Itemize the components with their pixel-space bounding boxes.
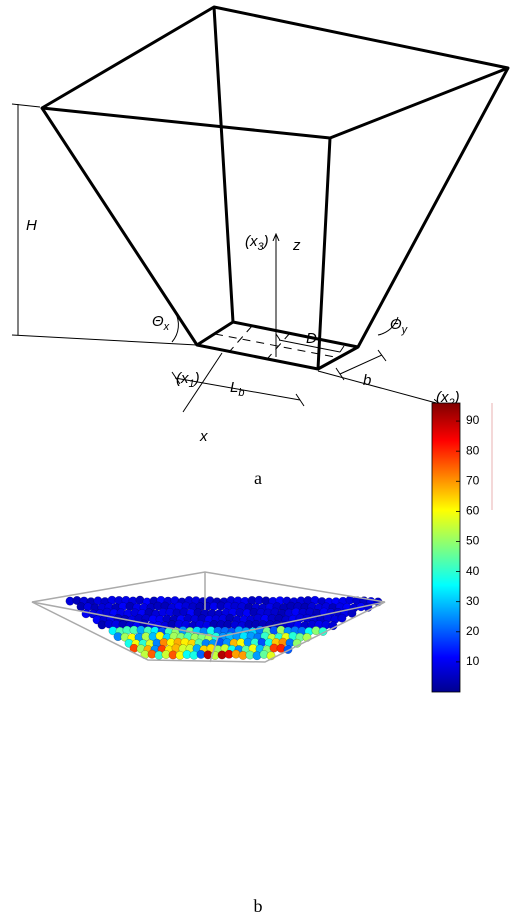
- colorbar-tick-label: 60: [466, 504, 480, 518]
- colorbar: [432, 403, 460, 692]
- colorbar-tick-label: 40: [466, 564, 480, 578]
- dimensions: [12, 104, 440, 412]
- colorbar-tick-label: 10: [466, 654, 480, 668]
- colorbar-tick-label: 80: [466, 443, 480, 457]
- label-d: D: [306, 330, 317, 347]
- colorbar-tick-label: 20: [466, 624, 480, 638]
- label-z: z: [292, 237, 301, 254]
- colorbar-tick-label: 70: [466, 473, 480, 487]
- label-x: x: [199, 428, 208, 445]
- label-h: H: [26, 217, 37, 234]
- colorbar-tick-label: 50: [466, 534, 480, 548]
- label-theta-y: Θy: [390, 316, 409, 336]
- hopper-frame: [42, 7, 508, 369]
- label-lb: Lb: [230, 379, 244, 399]
- colorbar-tick-label: 90: [466, 413, 480, 427]
- label-x1: (x1): [176, 370, 200, 390]
- label-theta-x: Θx: [152, 313, 170, 333]
- caption-a: a: [254, 468, 262, 488]
- particle: [338, 614, 346, 622]
- caption-b: b: [254, 896, 263, 916]
- colorbar-tick-label: 30: [466, 594, 480, 608]
- label-x3: (x3): [245, 233, 269, 253]
- figure: H Θx Θy (x3) z D (x1) Lb b (x2) y x a 10…: [0, 0, 515, 922]
- label-b: b: [363, 372, 371, 389]
